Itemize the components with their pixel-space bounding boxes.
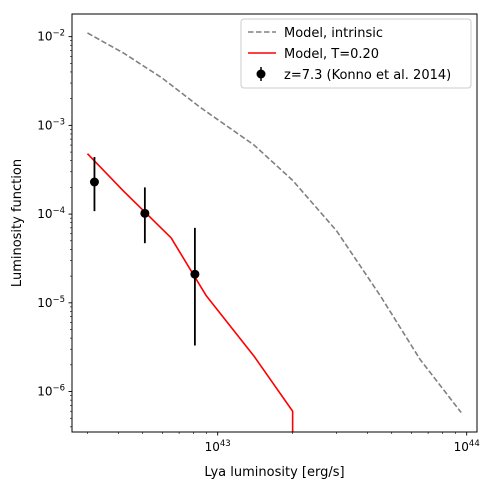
series-line-model — [86, 153, 294, 432]
y-axis-label: Luminosity function — [10, 159, 25, 287]
y-tick-label-2: 10−4 — [37, 206, 65, 221]
y-tick-label-1: 10−5 — [37, 295, 65, 310]
x-axis: 1043 1044 — [87, 432, 480, 454]
plot-area — [86, 32, 462, 432]
y-tick-label-4: 10−2 — [37, 29, 65, 44]
x-axis-label: Lya luminosity [erg/s] — [204, 465, 344, 480]
y-axis: 10−6 10−5 10−4 10−3 10−2 — [37, 29, 72, 428]
series-line-intrinsic — [87, 32, 462, 414]
y-tick-label-0: 10−6 — [37, 384, 65, 399]
y-tick-label-3: 10−3 — [37, 117, 65, 132]
legend: Model, intrinsic Model, T=0.20 z=7.3 (Ko… — [240, 18, 472, 89]
legend-label-observed: z=7.3 (Konno et al. 2014) — [284, 68, 451, 83]
x-tick-label-1: 1044 — [454, 439, 480, 454]
legend-label-intrinsic: Model, intrinsic — [284, 26, 383, 41]
axes-frame — [71, 13, 478, 433]
legend-label-model: Model, T=0.20 — [284, 47, 379, 62]
legend-swatch-observed-marker — [256, 69, 266, 79]
data-point-2 — [190, 269, 200, 279]
data-point-0 — [89, 177, 99, 187]
data-point-1 — [140, 208, 150, 218]
legend-frame — [240, 18, 472, 89]
x-tick-label-0: 1043 — [205, 439, 231, 454]
